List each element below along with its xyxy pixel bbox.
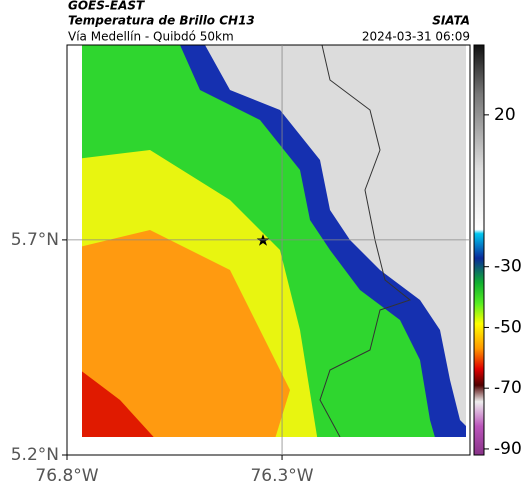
colorbar-tick-label: 20 (494, 105, 516, 125)
colorbar-tick-label: -70 (494, 378, 522, 398)
subtitle: Vía Medellín - Quibdó 50km (68, 30, 234, 44)
title: Temperatura de Brillo CH13 (68, 14, 255, 28)
colorbar-tick-label: -90 (494, 439, 522, 459)
x-tick-label: 76.3°W (250, 466, 313, 486)
y-tick-label: 5.7°N (11, 230, 59, 250)
colorbar (473, 44, 485, 456)
map-frame (66, 44, 471, 456)
datetime: 2024-03-31 06:09 (362, 30, 470, 44)
colorbar-tick-label: -30 (494, 257, 522, 277)
satellite: GOES-EAST (68, 0, 145, 13)
colorbar-tick-label: -50 (494, 317, 522, 337)
y-tick-label: 5.2°N (11, 445, 59, 465)
satellite-image (82, 45, 466, 437)
x-tick-label: 76.8°W (35, 466, 98, 486)
source: SIATA (432, 14, 470, 28)
